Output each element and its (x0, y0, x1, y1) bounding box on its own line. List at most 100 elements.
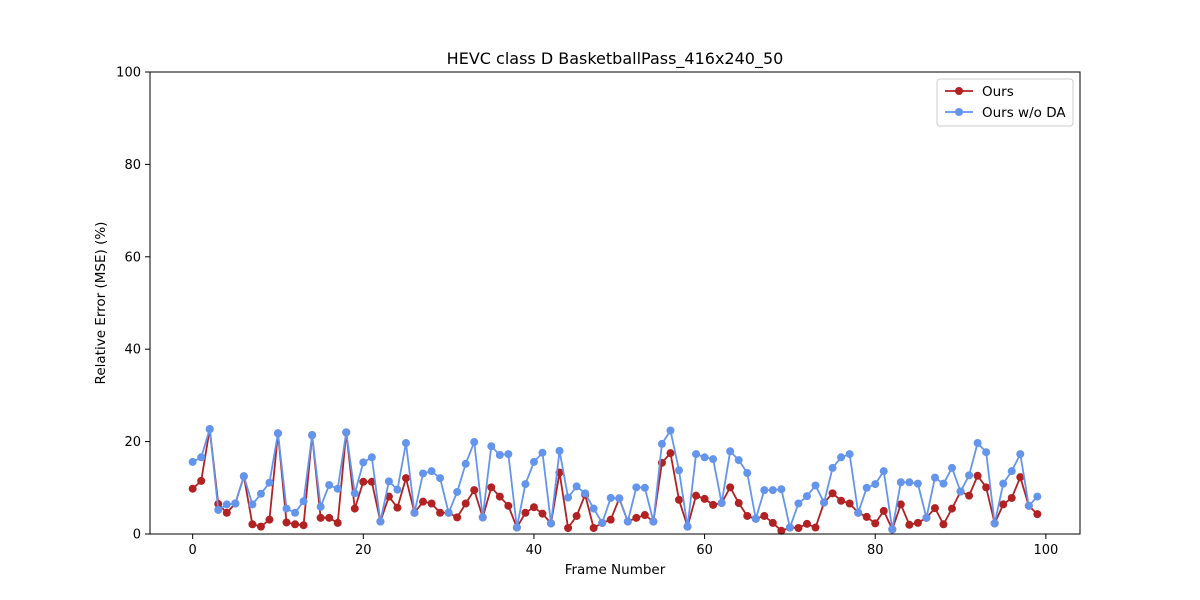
data-point-ours-w-o-da (785, 523, 794, 532)
data-point-ours-w-o-da (649, 517, 658, 526)
data-point-ours (564, 523, 573, 532)
data-point-ours-w-o-da (350, 489, 359, 498)
data-point-ours (333, 518, 342, 527)
data-point-ours-w-o-da (802, 492, 811, 501)
y-tick-label: 80 (124, 158, 141, 173)
data-point-ours (470, 486, 479, 495)
data-point-ours-w-o-da (854, 508, 863, 517)
data-point-ours-w-o-da (401, 438, 410, 447)
data-point-ours (222, 508, 231, 517)
data-point-ours (504, 501, 513, 510)
data-point-ours (743, 511, 752, 520)
y-tick-label: 100 (116, 66, 141, 81)
data-point-ours (802, 519, 811, 528)
series-line-ours-w-o-da (192, 428, 1039, 531)
data-point-ours-w-o-da (521, 480, 530, 489)
data-point-ours (965, 491, 974, 500)
data-point-ours (913, 518, 922, 527)
data-point-ours-w-o-da (657, 439, 666, 448)
data-point-ours (367, 477, 376, 486)
data-point-ours (1007, 493, 1016, 502)
x-axis-label: Frame Number (565, 562, 666, 578)
data-point-ours-w-o-da (845, 450, 854, 459)
data-point-ours (248, 520, 257, 529)
data-point-ours-w-o-da (777, 485, 786, 494)
data-point-ours-w-o-da (973, 438, 982, 447)
data-point-ours-w-o-da (939, 479, 948, 488)
data-point-ours-w-o-da (692, 450, 701, 459)
legend-marker-ours-wo-da (955, 108, 963, 116)
data-point-ours (939, 520, 948, 529)
data-point-ours-w-o-da (768, 486, 777, 495)
data-point-ours-w-o-da (265, 478, 274, 487)
data-point-ours-w-o-da (640, 483, 649, 492)
data-point-ours-w-o-da (504, 450, 513, 459)
data-point-ours-w-o-da (717, 499, 726, 508)
data-point-ours-w-o-da (325, 481, 334, 490)
data-point-ours-w-o-da (879, 467, 888, 476)
data-point-ours-w-o-da (444, 508, 453, 517)
data-point-ours (461, 499, 470, 508)
data-point-ours-w-o-da (751, 514, 760, 523)
data-point-ours-w-o-da (359, 458, 368, 467)
data-point-ours-w-o-da (384, 477, 393, 486)
data-point-ours-w-o-da (205, 425, 214, 434)
data-point-ours-w-o-da (794, 499, 803, 508)
legend-marker-ours (955, 87, 963, 95)
data-point-ours (291, 520, 300, 529)
data-point-ours (674, 495, 683, 504)
series-layer (188, 425, 1042, 535)
data-point-ours-w-o-da (572, 482, 581, 491)
data-point-ours (700, 494, 709, 503)
data-point-ours (930, 504, 939, 513)
data-point-ours (640, 511, 649, 520)
data-point-ours-w-o-da (487, 442, 496, 451)
data-point-ours-w-o-da (632, 483, 641, 492)
data-point-ours (1016, 473, 1025, 482)
data-point-ours (734, 499, 743, 508)
data-point-ours-w-o-da (700, 453, 709, 462)
x-tick-label: 40 (526, 543, 543, 558)
data-point-ours-w-o-da (197, 453, 206, 462)
data-point-ours (845, 499, 854, 508)
data-point-ours-w-o-da (598, 518, 607, 527)
data-point-ours (973, 471, 982, 480)
data-point-ours (299, 521, 308, 530)
data-point-ours-w-o-da (743, 469, 752, 478)
data-point-ours-w-o-da (913, 479, 922, 488)
data-point-ours-w-o-da (922, 513, 931, 522)
data-point-ours (726, 483, 735, 492)
data-point-ours-w-o-da (820, 498, 829, 507)
data-point-ours-w-o-da (529, 457, 538, 466)
data-point-ours-w-o-da (367, 453, 376, 462)
data-point-ours (197, 476, 206, 485)
data-point-ours-w-o-da (760, 486, 769, 495)
data-point-ours-w-o-da (999, 479, 1008, 488)
data-point-ours (666, 449, 675, 458)
data-point-ours-w-o-da (1024, 501, 1033, 510)
data-point-ours-w-o-da (948, 463, 957, 472)
data-point-ours-w-o-da (316, 502, 325, 511)
data-point-ours-w-o-da (734, 456, 743, 465)
data-point-ours-w-o-da (214, 505, 223, 514)
data-point-ours (692, 491, 701, 500)
y-axis-label: Relative Error (MSE) (%) (93, 222, 109, 385)
data-point-ours (879, 506, 888, 515)
data-point-ours (256, 522, 265, 531)
data-point-ours (828, 489, 837, 498)
data-point-ours-w-o-da (239, 472, 248, 481)
data-point-ours-w-o-da (564, 493, 573, 502)
data-point-ours-w-o-da (393, 485, 402, 494)
data-point-ours-w-o-da (478, 513, 487, 522)
data-point-ours-w-o-da (862, 483, 871, 492)
legend: Ours Ours w/o DA (936, 78, 1074, 127)
data-point-ours (896, 500, 905, 509)
data-point-ours-w-o-da (1007, 467, 1016, 476)
data-point-ours-w-o-da (888, 525, 897, 534)
plot-frame (149, 71, 1081, 535)
data-point-ours (948, 504, 957, 513)
data-point-ours-w-o-da (956, 487, 965, 496)
data-point-ours (871, 519, 880, 528)
data-point-ours-w-o-da (248, 500, 257, 509)
